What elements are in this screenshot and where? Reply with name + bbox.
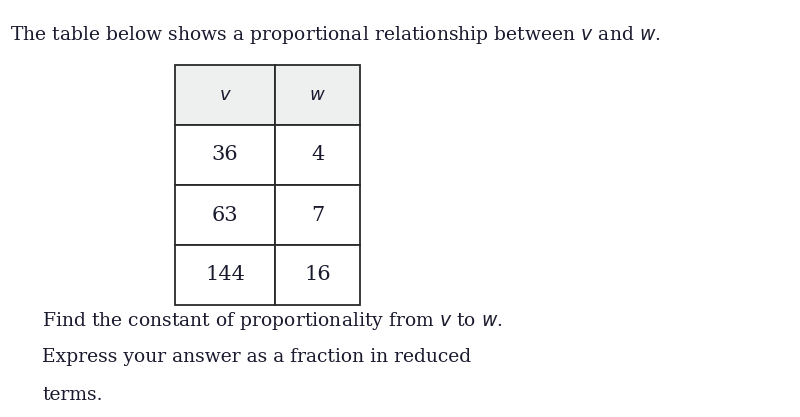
Text: 63: 63: [212, 206, 238, 224]
Text: $v$: $v$: [218, 86, 231, 104]
Text: Express your answer as a fraction in reduced: Express your answer as a fraction in red…: [42, 348, 471, 366]
Bar: [175, 185, 275, 245]
Text: 7: 7: [311, 206, 324, 224]
Text: The table below shows a proportional relationship between $v$ and $w$.: The table below shows a proportional rel…: [10, 24, 661, 46]
Bar: [175, 245, 275, 305]
Text: 4: 4: [311, 146, 324, 164]
Text: 16: 16: [304, 266, 331, 284]
Text: 36: 36: [212, 146, 238, 164]
Text: 144: 144: [205, 266, 245, 284]
Text: terms.: terms.: [42, 386, 102, 404]
Bar: [275, 245, 360, 305]
Bar: [175, 125, 275, 185]
Text: Find the constant of proportionality from $v$ to $w$.: Find the constant of proportionality fro…: [42, 310, 502, 332]
Text: $w$: $w$: [309, 86, 326, 104]
Bar: [275, 125, 360, 185]
Bar: [275, 65, 360, 125]
Bar: [175, 65, 275, 125]
Bar: [275, 185, 360, 245]
